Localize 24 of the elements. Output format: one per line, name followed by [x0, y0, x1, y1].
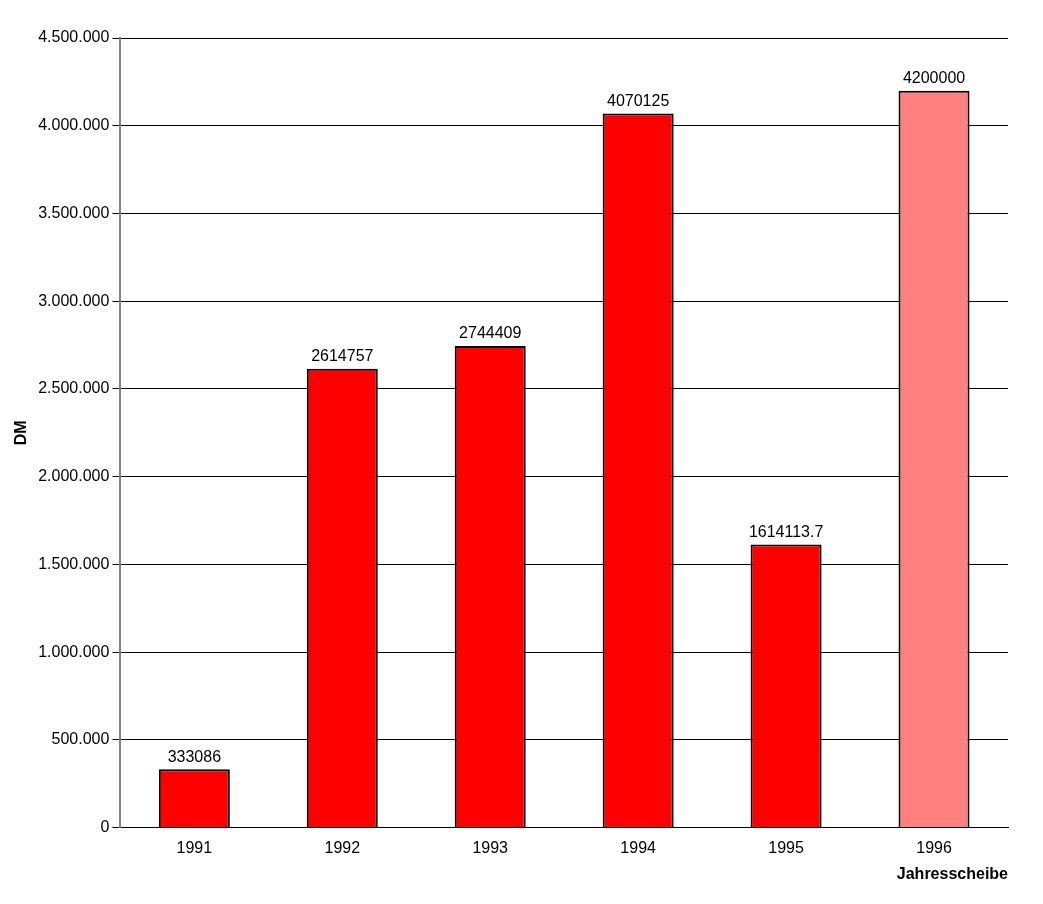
- x-tick-label: 1992: [324, 838, 361, 856]
- y-axis-title: DM: [12, 420, 30, 446]
- x-tick-label: 1994: [620, 838, 657, 856]
- x-tick-label: 1995: [768, 838, 804, 856]
- y-tick-label: 2.500.000: [38, 379, 110, 397]
- x-tick-label: 1996: [916, 838, 952, 856]
- data-label: 2744409: [459, 324, 522, 342]
- data-label: 2614757: [311, 347, 374, 365]
- x-tick-label: 1993: [472, 838, 509, 856]
- data-label: 4070125: [607, 91, 670, 109]
- y-tick-label: 1.500.000: [38, 554, 110, 572]
- data-label: 1614113.7: [748, 522, 824, 540]
- y-tick-label: 4.500.000: [38, 28, 110, 46]
- x-axis-title: Jahresscheibe: [896, 864, 1009, 882]
- y-tick-label: 2.000.000: [38, 467, 110, 485]
- data-label: 333086: [167, 747, 222, 765]
- y-tick-label: 3.000.000: [38, 291, 110, 309]
- y-tick-label: 0: [100, 818, 110, 836]
- y-tick-label: 3.500.000: [38, 203, 110, 221]
- y-tick-label: 500.000: [51, 730, 110, 748]
- x-tick-label: 1991: [176, 838, 213, 856]
- data-label: 4200000: [902, 69, 966, 87]
- y-tick-label: 1.000.000: [38, 642, 110, 660]
- y-tick-label: 4.000.000: [38, 116, 110, 134]
